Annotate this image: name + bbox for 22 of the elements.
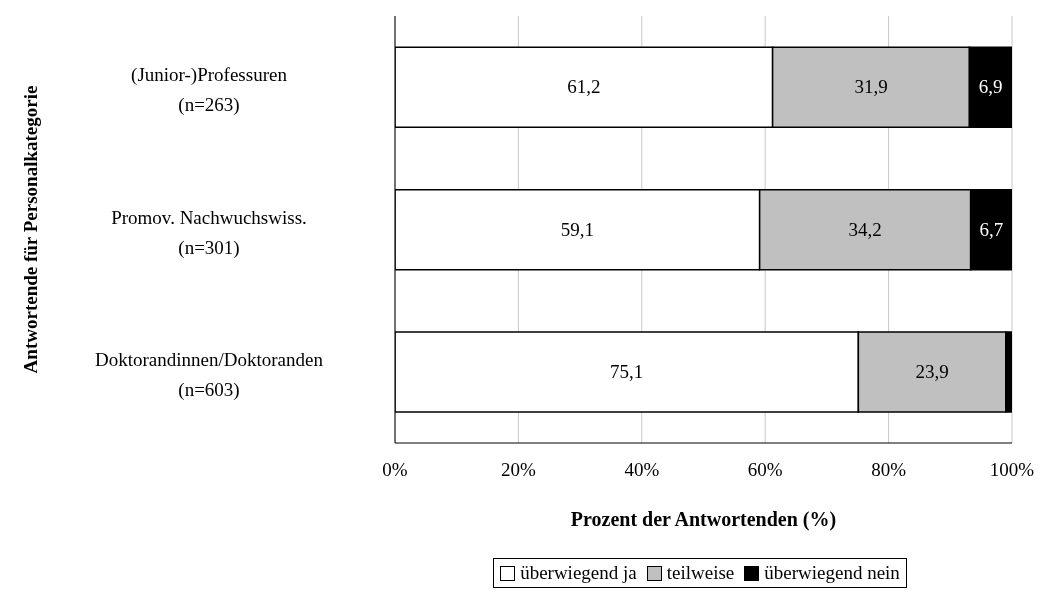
x-axis-title: Prozent der Antwortenden (%) — [570, 508, 837, 531]
y-axis-title: Antwortende für Personalkategorie — [19, 85, 41, 374]
data-label: 34,2 — [848, 218, 882, 240]
data-label: 59,1 — [560, 218, 594, 240]
legend-label: überwiegend ja — [519, 562, 637, 584]
legend-label: überwiegend nein — [763, 562, 900, 584]
y-tick-label: Doktorandinnen/Doktoranden (n=603) — [95, 348, 324, 401]
x-tick-label: 80% — [871, 459, 907, 481]
legend-label: teilweise — [665, 562, 735, 584]
x-tick-label: 40% — [624, 459, 660, 481]
y-tick-label: Promov. Nachwuchswiss. (n=301) — [111, 206, 307, 259]
data-label: 31,9 — [854, 76, 888, 98]
y-tick-label: (Junior-)Professuren (n=263) — [131, 64, 288, 117]
data-label: 61,2 — [567, 76, 601, 98]
data-label: 75,1 — [610, 360, 644, 382]
x-tick-label: 100% — [989, 459, 1035, 481]
x-tick-label: 60% — [747, 459, 783, 481]
data-label: 23,9 — [915, 360, 949, 382]
data-label: 6,7 — [979, 218, 1004, 240]
data-label: 6,9 — [978, 76, 1003, 98]
x-tick-label: 0% — [382, 459, 408, 481]
x-tick-label: 20% — [500, 459, 536, 481]
